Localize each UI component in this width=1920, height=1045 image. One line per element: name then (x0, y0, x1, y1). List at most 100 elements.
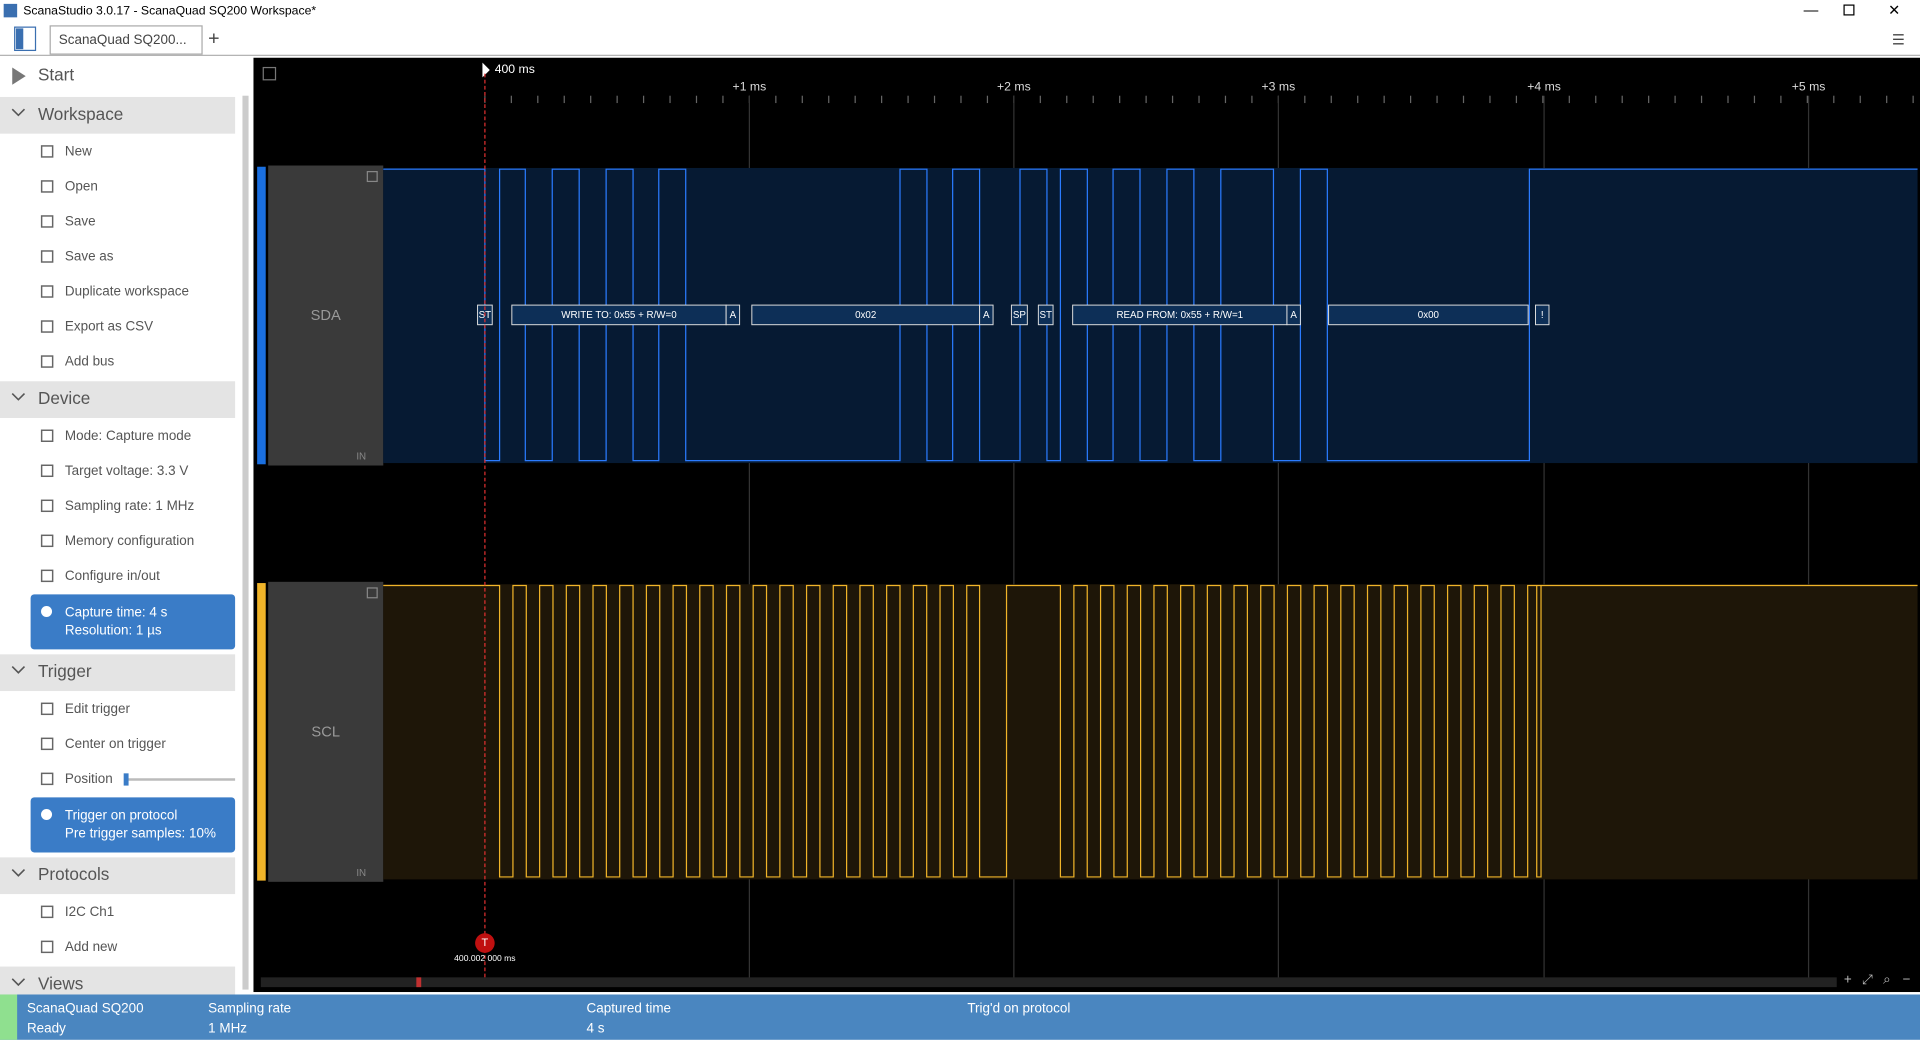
info-icon (41, 605, 53, 617)
info-icon (41, 808, 53, 820)
menu-item[interactable]: Export as CSV (65, 319, 153, 334)
section-title: Device (38, 388, 90, 408)
zoom-control[interactable]: ⤢ (1862, 971, 1873, 986)
status-text: Sampling rate (208, 1001, 291, 1016)
restore[interactable] (1843, 4, 1855, 16)
frame-label: SP (1013, 310, 1027, 321)
collapse[interactable] (366, 587, 378, 599)
menu-item[interactable]: Save (65, 214, 96, 229)
item-icon (40, 464, 54, 478)
waveforms: +1 ms +2 ms +3 ms +4 ms +5 ms 400 ms SDA IN SCL I… (257, 62, 1918, 988)
menu-item[interactable]: Open (65, 179, 98, 194)
time-tick: +4 ms (1527, 79, 1561, 93)
time-tick: +2 ms (997, 79, 1031, 93)
menu-item[interactable]: Save as (65, 249, 114, 264)
info-box (30, 594, 236, 650)
sidebar: Start Workspace New Open Save Save as Duplicat… (0, 65, 236, 1004)
section-title: Protocols (38, 864, 109, 884)
section-title: Views (38, 973, 83, 993)
minimize[interactable]: — (1804, 3, 1819, 19)
h-scrollbar[interactable] (260, 977, 1837, 988)
protocol-frame (1286, 304, 1301, 326)
chevron (11, 666, 26, 674)
menu-item[interactable]: New (65, 144, 92, 159)
menu-item[interactable]: Target voltage: 3.3 V (65, 463, 188, 478)
window-title: ScanaStudio 3.0.17 - ScanaQuad SQ200 Wor… (23, 3, 316, 17)
item-icon (40, 285, 54, 298)
trigger-marker-label: T (482, 937, 489, 949)
protocol-frame (1328, 304, 1529, 326)
protocol-frame (725, 304, 741, 326)
trigger-marker (475, 933, 495, 953)
chevron (11, 869, 26, 877)
item-icon (40, 320, 54, 333)
frame-label: A (983, 310, 990, 321)
status-text: Captured time (587, 1001, 672, 1016)
item-icon (40, 355, 54, 368)
section-header[interactable] (0, 381, 236, 418)
status-bar (0, 994, 1920, 1040)
item-icon (40, 702, 54, 716)
frame-label: A (1290, 310, 1297, 321)
channel-io: IN (356, 868, 366, 879)
menu-item[interactable]: Edit trigger (65, 701, 131, 716)
titlebar (0, 0, 1920, 57)
sidebar-scrollbar (242, 95, 249, 990)
origin-label: 400 ms (495, 62, 535, 76)
status-text: 1 MHz (208, 1020, 247, 1035)
info-text: Capture time: 4 s (65, 604, 168, 619)
zoom-control[interactable]: − (1903, 971, 1911, 986)
menu-item[interactable]: Duplicate workspace (65, 284, 189, 299)
chevron (11, 392, 26, 401)
channel-strip (257, 166, 266, 465)
menu-item[interactable]: Mode: Capture mode (65, 428, 191, 443)
zoom-fit[interactable] (262, 66, 277, 81)
menu-item[interactable]: Configure in/out (65, 568, 160, 583)
section-title: Start (38, 65, 74, 85)
frame-label: READ FROM: 0x55 + R/W=1 (1116, 310, 1243, 321)
tab[interactable] (49, 25, 203, 55)
time-tick: +3 ms (1262, 79, 1296, 93)
zoom-control[interactable]: ⌕ (1883, 971, 1891, 986)
info-text: Trigger on protocol (65, 807, 177, 822)
section-title: Workspace (38, 104, 123, 124)
item-icon (40, 215, 54, 228)
frame-label: 0x02 (855, 310, 876, 321)
menu-item[interactable]: I2C Ch1 (65, 904, 114, 919)
new-tab[interactable]: + (208, 28, 219, 50)
item-icon (40, 145, 54, 158)
channel-strip (257, 583, 266, 881)
channel-panel (268, 581, 384, 882)
time-tick: +1 ms (733, 79, 767, 93)
frame-label: A (730, 310, 737, 321)
menu-item[interactable]: Center on trigger (65, 736, 166, 751)
item-icon (40, 940, 54, 954)
channel-name: SDA (311, 308, 341, 324)
sda-wave (383, 168, 1918, 462)
section-header[interactable] (0, 654, 236, 692)
section-title: Trigger (38, 661, 92, 681)
item-icon (40, 499, 54, 513)
protocol-frame (1010, 304, 1028, 326)
menu-item[interactable]: Add bus (65, 354, 115, 369)
time-tick: +5 ms (1792, 79, 1826, 93)
frame-label: 0x00 (1418, 310, 1440, 321)
item-icon (40, 250, 54, 263)
menu-item[interactable]: Add new (65, 939, 118, 954)
settings[interactable]: ☰ (1892, 32, 1905, 48)
item-icon (40, 429, 54, 443)
menu-item[interactable]: Position (65, 771, 113, 786)
slider-handle[interactable] (123, 773, 129, 786)
frame-label: WRITE TO: 0x55 + R/W=0 (561, 310, 677, 321)
channel-panel (268, 165, 384, 466)
channel-io: IN (356, 452, 366, 463)
section-header[interactable] (0, 857, 236, 895)
menu-item[interactable]: Memory configuration (65, 533, 194, 548)
item-icon (40, 772, 54, 786)
zoom-control[interactable]: + (1844, 971, 1852, 986)
close[interactable]: ✕ (1888, 3, 1900, 19)
collapse[interactable] (366, 171, 378, 183)
section-header[interactable] (0, 96, 236, 134)
menu-item[interactable]: Sampling rate: 1 MHz (65, 498, 195, 513)
